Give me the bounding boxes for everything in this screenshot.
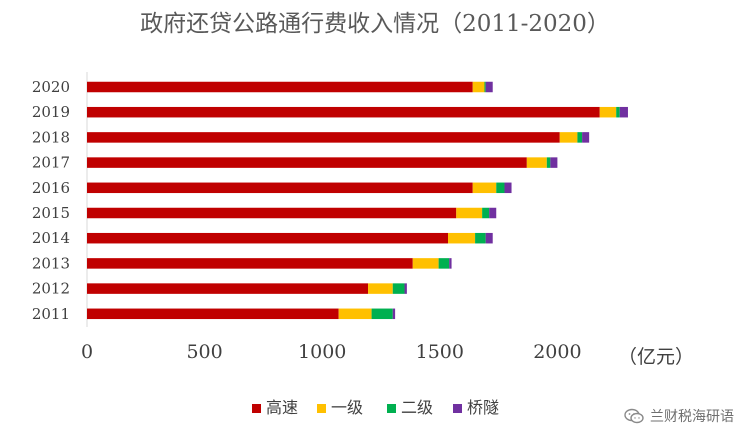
x-tick-label-0: 0	[81, 341, 93, 363]
legend-swatch-1	[317, 404, 326, 413]
legend-swatch-0	[252, 404, 261, 413]
legend-label-0: 高速	[266, 398, 298, 417]
wechat-icon	[624, 408, 644, 424]
bar-2019-series-0	[87, 106, 600, 118]
bar-2014-series-0	[87, 232, 449, 244]
y-tick-label-2014: 2014	[32, 229, 70, 247]
bar-2018-series-0	[87, 132, 560, 143]
bar-2012-series-2	[392, 283, 405, 294]
legend-label-1: 一级	[331, 398, 363, 417]
unit-label: （亿元）	[618, 346, 694, 368]
chart-title: 政府还贷公路通行费收入情况（2011-2020）	[140, 11, 610, 37]
bar-2019-series-3	[619, 106, 628, 118]
bar-2017-series-0	[87, 157, 527, 168]
bar-2017-series-1	[526, 157, 547, 168]
bar-2015-series-0	[87, 207, 457, 219]
x-tick-label-500: 500	[186, 341, 222, 363]
y-tick-label-2018: 2018	[32, 128, 70, 146]
y-tick-label-2019: 2019	[32, 103, 70, 121]
bar-2020-series-0	[87, 81, 473, 93]
x-tick-label-2000: 2000	[533, 341, 581, 363]
bar-2012-series-0	[87, 283, 369, 294]
bar-2013-series-2	[438, 258, 450, 269]
bar-2017-series-2	[546, 157, 551, 168]
bar-2018-series-1	[559, 132, 578, 143]
legend-label-2: 二级	[401, 398, 433, 417]
bar-2016-series-3	[504, 182, 512, 194]
bar-2017-series-3	[550, 157, 558, 168]
x-tick-label-1500: 1500	[416, 341, 464, 363]
bar-2020-series-2	[484, 81, 486, 93]
bar-2014-series-3	[485, 232, 493, 244]
legend-swatch-3	[453, 404, 462, 413]
bar-2015-series-3	[489, 207, 497, 219]
bar-2016-series-2	[496, 182, 505, 194]
bar-2011-series-2	[371, 308, 393, 320]
bar-2019-series-2	[616, 106, 620, 118]
bar-2015-series-1	[456, 207, 483, 219]
x-tick-label-1000: 1000	[298, 341, 346, 363]
bar-2011-series-1	[338, 308, 372, 320]
y-tick-label-2017: 2017	[32, 154, 70, 172]
bar-2013-series-1	[412, 258, 439, 269]
bar-2013-series-3	[449, 258, 452, 269]
bar-2016-series-1	[472, 182, 497, 194]
bar-2011-series-3	[392, 308, 396, 320]
bar-2011-series-0	[87, 308, 339, 320]
bar-2015-series-2	[482, 207, 490, 219]
bar-2014-series-1	[448, 232, 476, 244]
y-tick-label-2013: 2013	[32, 254, 70, 272]
y-tick-label-2020: 2020	[32, 78, 70, 96]
legend-swatch-2	[387, 404, 396, 413]
bar-2012-series-1	[368, 283, 393, 294]
bar-2012-series-3	[404, 283, 407, 294]
bar-2019-series-1	[599, 106, 617, 118]
bar-2014-series-2	[475, 232, 486, 244]
bar-2020-series-1	[472, 81, 485, 93]
y-tick-label-2016: 2016	[32, 179, 70, 197]
bar-2013-series-0	[87, 258, 413, 269]
watermark-text: 兰财税海研语	[650, 409, 734, 425]
y-tick-label-2011: 2011	[32, 305, 70, 323]
bar-2020-series-3	[485, 81, 493, 93]
watermark: 兰财税海研语	[624, 406, 734, 426]
bar-2018-series-3	[582, 132, 590, 143]
bar-2018-series-2	[577, 132, 583, 143]
y-tick-label-2015: 2015	[32, 204, 70, 222]
bar-2016-series-0	[87, 182, 473, 194]
legend-label-3: 桥隧	[467, 398, 499, 417]
y-tick-label-2012: 2012	[32, 280, 70, 298]
